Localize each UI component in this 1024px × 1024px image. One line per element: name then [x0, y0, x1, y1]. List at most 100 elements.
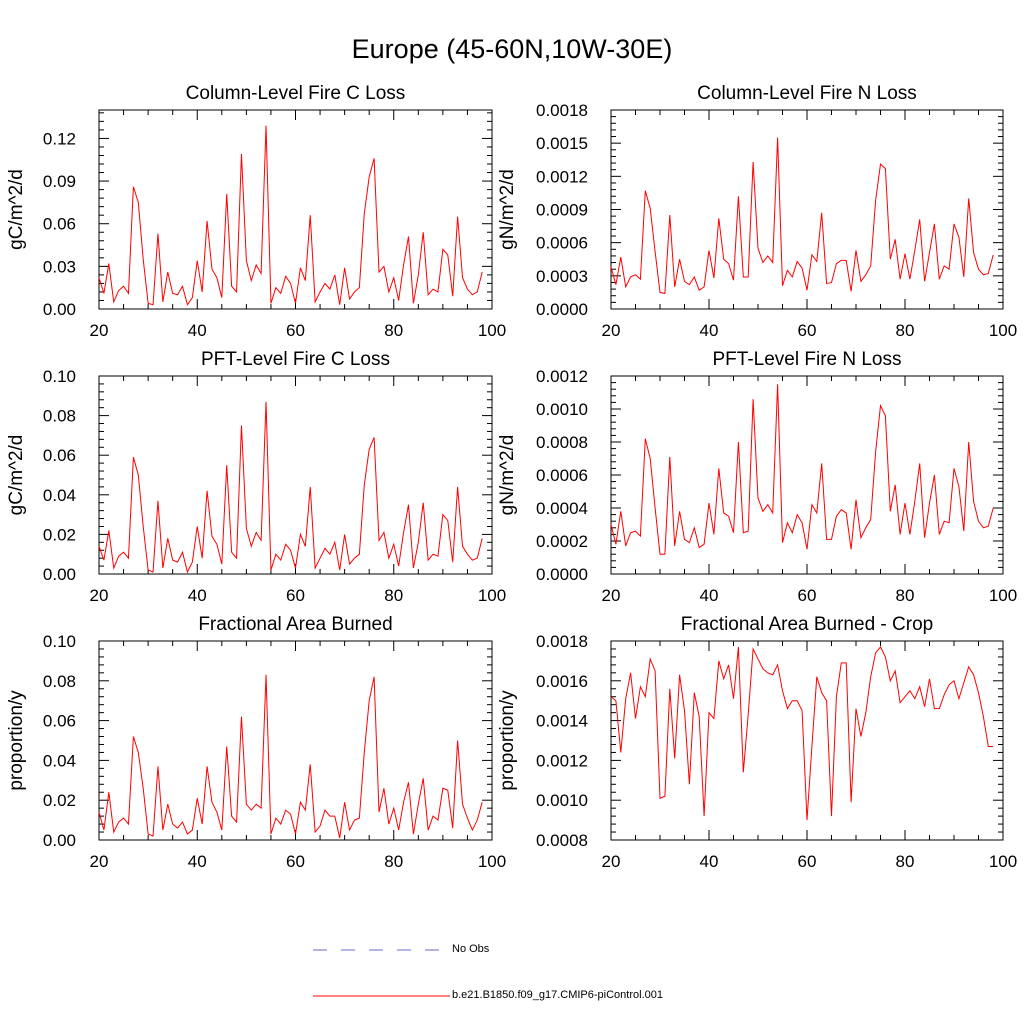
x-tick-label: 40	[188, 586, 207, 605]
x-tick-label: 20	[602, 321, 621, 340]
x-tick-label: 80	[384, 852, 403, 871]
x-tick-label: 40	[700, 586, 719, 605]
y-tick-label: 0.0014	[536, 712, 588, 731]
series-line	[98, 125, 483, 306]
y-tick-label: 0.06	[43, 215, 76, 234]
y-tick-label: 0.10	[43, 367, 76, 386]
series-line	[610, 646, 994, 821]
x-tick-label: 40	[700, 321, 719, 340]
y-tick-label: 0.0006	[536, 234, 588, 253]
x-tick-label: 80	[384, 321, 403, 340]
y-axis-label: proportion/y	[6, 690, 27, 791]
x-tick-label: 60	[286, 321, 305, 340]
y-tick-label: 0.0002	[536, 532, 588, 551]
y-tick-label: 0.0008	[536, 831, 588, 850]
x-tick-label: 20	[602, 586, 621, 605]
x-tick-label: 80	[896, 321, 915, 340]
y-tick-label: 0.02	[43, 791, 76, 810]
y-tick-label: 0.0018	[536, 101, 588, 120]
y-tick-label: 0.12	[43, 129, 76, 148]
y-tick-label: 0.0010	[536, 791, 588, 810]
x-tick-label: 80	[896, 586, 915, 605]
y-tick-label: 0.08	[43, 672, 76, 691]
x-tick-label: 20	[602, 852, 621, 871]
chart-title: Fractional Area Burned	[198, 614, 392, 635]
x-tick-label: 40	[188, 321, 207, 340]
x-tick-label: 40	[188, 852, 207, 871]
series-line	[98, 401, 483, 574]
series-line	[610, 384, 994, 555]
chart-title: Fractional Area Burned - Crop	[681, 614, 933, 635]
x-tick-label: 60	[286, 852, 305, 871]
chart-panel-6: 20 40 60 80 100 0.0008 0.0010 0.0012 0.0014 0.001…	[497, 614, 1017, 871]
chart-title: PFT-Level Fire N Loss	[713, 349, 902, 370]
y-tick-label: 0.00	[43, 831, 76, 850]
chart-panel-2: 20 40 60 80 100 0.0000 0.0003 0.0006 0.0009 0.001…	[497, 83, 1017, 340]
chart-panel-4: 20 40 60 80 100 0.0000 0.0002 0.0004 0.0006 0.000…	[497, 349, 1017, 605]
x-tick-label: 60	[798, 852, 817, 871]
y-tick-label: 0.0008	[536, 433, 588, 452]
chart-panel-1: 20 40 60 80 100 0.00 0.03 0.06 0.09 0.12 Column-Le…	[6, 83, 506, 340]
y-tick-label: 0.02	[43, 525, 76, 544]
chart-title: Column-Level Fire C Loss	[186, 83, 406, 104]
chart-title: PFT-Level Fire C Loss	[201, 349, 390, 370]
y-tick-label: 0.0000	[536, 300, 588, 319]
y-tick-label: 0.00	[43, 565, 76, 584]
chart-panel-5: 20 40 60 80 100 0.00 0.02 0.04 0.06 0.08 0.10 Fract…	[6, 614, 506, 871]
y-axis-label: gC/m^2/d	[6, 435, 27, 516]
y-axis-label: gN/m^2/d	[497, 169, 518, 250]
legend-model-label: b.e21.B1850.f09_g17.CMIP6-piControl.001	[452, 989, 663, 1001]
y-tick-label: 0.0012	[536, 167, 588, 186]
x-tick-label: 80	[896, 852, 915, 871]
plot-frame	[98, 640, 493, 841]
x-tick-label: 60	[798, 586, 817, 605]
y-tick-label: 0.03	[43, 257, 76, 276]
plot-frame	[610, 109, 1004, 310]
chart-panel-3: 20 40 60 80 100 0.00 0.02 0.04 0.06 0.08 0.10 PFT-L…	[6, 349, 506, 605]
x-tick-label: 40	[700, 852, 719, 871]
y-tick-label: 0.06	[43, 446, 76, 465]
y-axis-label: proportion/y	[497, 690, 518, 791]
legend-obs-label: No Obs	[452, 943, 490, 955]
x-tick-label: 20	[90, 321, 109, 340]
x-tick-label: 100	[478, 586, 506, 605]
y-tick-label: 0.04	[43, 751, 76, 770]
x-tick-label: 60	[798, 321, 817, 340]
y-tick-label: 0.06	[43, 712, 76, 731]
x-tick-label: 100	[989, 852, 1017, 871]
page-title: Europe (45-60N,10W-30E)	[351, 34, 673, 64]
series-line	[610, 137, 994, 295]
x-tick-label: 100	[989, 321, 1017, 340]
x-tick-label: 100	[478, 852, 506, 871]
y-tick-label: 0.0009	[536, 201, 588, 220]
y-tick-label: 0.08	[43, 407, 76, 426]
y-tick-label: 0.0018	[536, 632, 588, 651]
plot-frame	[98, 375, 493, 575]
x-tick-label: 100	[478, 321, 506, 340]
x-tick-label: 100	[989, 586, 1017, 605]
x-tick-label: 80	[384, 586, 403, 605]
series-line	[98, 674, 483, 839]
y-tick-label: 0.0012	[536, 367, 588, 386]
y-tick-label: 0.10	[43, 632, 76, 651]
x-tick-label: 60	[286, 586, 305, 605]
y-tick-label: 0.09	[43, 172, 76, 191]
plot-frame	[610, 375, 1004, 575]
chart-title: Column-Level Fire N Loss	[697, 83, 917, 104]
y-axis-label: gC/m^2/d	[6, 169, 27, 250]
y-tick-label: 0.0015	[536, 134, 588, 153]
plot-frame	[98, 109, 493, 310]
y-tick-label: 0.0003	[536, 267, 588, 286]
y-tick-label: 0.0010	[536, 400, 588, 419]
y-axis-label: gN/m^2/d	[497, 435, 518, 516]
x-tick-label: 20	[90, 852, 109, 871]
y-tick-label: 0.0016	[536, 672, 588, 691]
x-tick-label: 20	[90, 586, 109, 605]
y-tick-label: 0.04	[43, 486, 76, 505]
y-tick-label: 0.0006	[536, 466, 588, 485]
y-tick-label: 0.00	[43, 300, 76, 319]
y-tick-label: 0.0004	[536, 499, 588, 518]
y-tick-label: 0.0012	[536, 751, 588, 770]
y-tick-label: 0.0000	[536, 565, 588, 584]
